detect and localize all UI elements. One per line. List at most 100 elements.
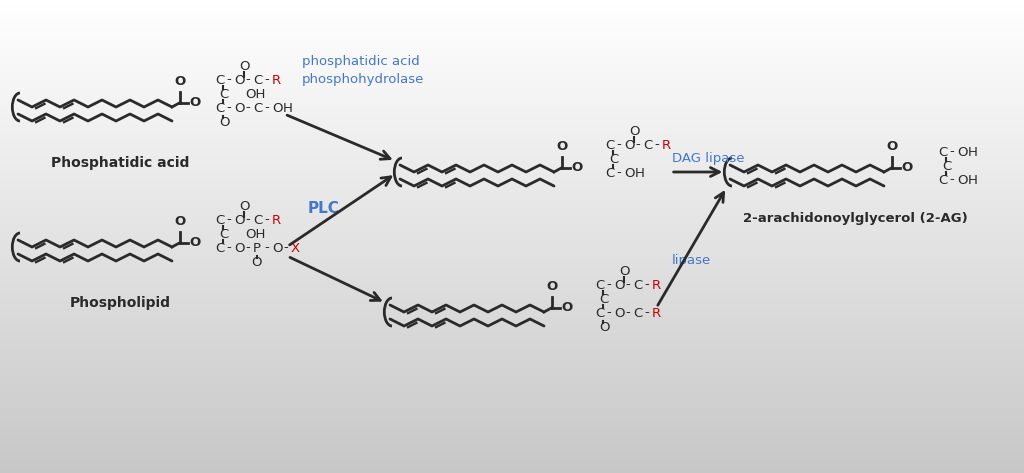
Bar: [0, 219, 1024, 220]
Text: R: R: [662, 139, 671, 151]
Bar: [0, 123, 1024, 124]
Text: C: C: [605, 139, 614, 151]
Bar: [0, 395, 1024, 396]
Bar: [0, 67, 1024, 68]
Bar: [0, 118, 1024, 119]
Bar: [0, 333, 1024, 334]
Bar: [0, 174, 1024, 175]
Text: -: -: [644, 279, 649, 291]
Bar: [0, 220, 1024, 221]
Text: -: -: [245, 242, 250, 254]
Bar: [0, 435, 1024, 436]
Bar: [0, 408, 1024, 409]
Bar: [0, 115, 1024, 116]
Bar: [0, 106, 1024, 107]
Text: C: C: [938, 146, 947, 158]
Bar: [0, 232, 1024, 233]
Bar: [0, 305, 1024, 306]
Bar: [0, 388, 1024, 389]
Bar: [0, 44, 1024, 45]
Bar: [0, 369, 1024, 370]
Bar: [0, 268, 1024, 269]
Bar: [0, 256, 1024, 257]
Text: Phospholipid: Phospholipid: [70, 296, 171, 310]
Bar: [0, 342, 1024, 343]
Bar: [0, 276, 1024, 277]
Bar: [0, 160, 1024, 161]
Bar: [0, 86, 1024, 87]
Text: -: -: [264, 73, 268, 87]
Bar: [0, 221, 1024, 222]
Bar: [0, 381, 1024, 382]
Bar: [0, 274, 1024, 275]
Bar: [0, 406, 1024, 407]
Bar: [0, 61, 1024, 62]
Text: C: C: [633, 307, 642, 319]
Bar: [0, 74, 1024, 75]
Bar: [0, 230, 1024, 231]
Bar: [0, 265, 1024, 266]
Bar: [0, 330, 1024, 331]
Bar: [0, 30, 1024, 31]
Bar: [0, 117, 1024, 118]
Text: -: -: [264, 213, 268, 227]
Bar: [0, 19, 1024, 20]
Bar: [0, 13, 1024, 14]
Bar: [0, 424, 1024, 425]
Text: -: -: [606, 279, 610, 291]
Bar: [0, 341, 1024, 342]
Bar: [0, 111, 1024, 112]
Bar: [0, 327, 1024, 328]
Bar: [0, 165, 1024, 166]
Bar: [0, 362, 1024, 363]
Bar: [0, 209, 1024, 210]
Bar: [0, 467, 1024, 468]
Bar: [0, 166, 1024, 167]
Bar: [0, 215, 1024, 216]
Text: 2-arachidonoylglycerol (2-AG): 2-arachidonoylglycerol (2-AG): [742, 211, 968, 225]
Bar: [0, 463, 1024, 464]
Bar: [0, 65, 1024, 66]
Bar: [0, 31, 1024, 32]
Bar: [0, 337, 1024, 338]
Bar: [0, 177, 1024, 178]
Text: C: C: [605, 166, 614, 179]
Bar: [0, 372, 1024, 373]
Bar: [0, 358, 1024, 359]
Bar: [0, 418, 1024, 419]
Bar: [0, 51, 1024, 52]
Bar: [0, 81, 1024, 82]
Bar: [0, 80, 1024, 81]
Bar: [0, 90, 1024, 91]
Bar: [0, 422, 1024, 423]
Text: -: -: [949, 146, 953, 158]
Bar: [0, 171, 1024, 172]
Bar: [0, 277, 1024, 278]
Bar: [0, 212, 1024, 213]
Bar: [0, 127, 1024, 128]
Bar: [0, 172, 1024, 173]
Bar: [0, 269, 1024, 270]
Bar: [0, 347, 1024, 348]
Bar: [0, 447, 1024, 448]
Bar: [0, 258, 1024, 259]
Bar: [0, 250, 1024, 251]
Bar: [0, 397, 1024, 398]
Bar: [0, 130, 1024, 131]
Bar: [0, 453, 1024, 454]
Bar: [0, 434, 1024, 435]
Bar: [0, 145, 1024, 146]
Bar: [0, 27, 1024, 28]
Bar: [0, 254, 1024, 255]
Bar: [0, 190, 1024, 191]
Bar: [0, 348, 1024, 349]
Bar: [0, 373, 1024, 374]
Bar: [0, 392, 1024, 393]
Text: R: R: [652, 307, 662, 319]
Bar: [0, 170, 1024, 171]
Bar: [0, 28, 1024, 29]
Bar: [0, 271, 1024, 272]
Bar: [0, 457, 1024, 458]
Bar: [0, 37, 1024, 38]
Text: C: C: [219, 228, 228, 240]
